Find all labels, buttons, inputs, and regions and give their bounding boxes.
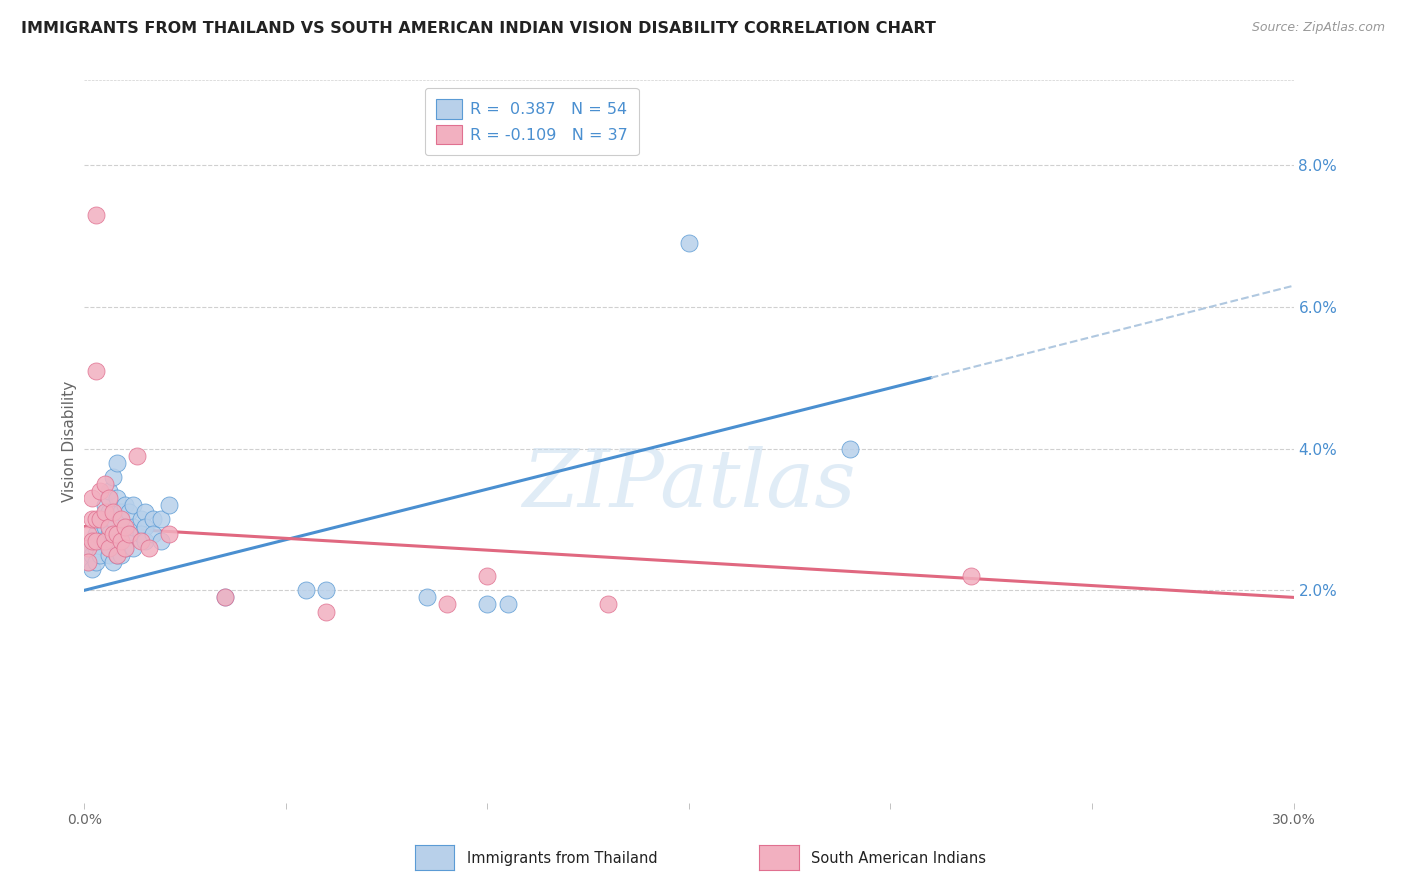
- Point: [114, 519, 136, 533]
- Point: [134, 519, 156, 533]
- Point: [436, 598, 458, 612]
- Point: [477, 598, 499, 612]
- Point: [82, 548, 104, 562]
- Point: [89, 512, 111, 526]
- Legend: R =  0.387   N = 54, R = -0.109   N = 37: R = 0.387 N = 54, R = -0.109 N = 37: [425, 88, 638, 155]
- Point: [110, 526, 132, 541]
- Point: [960, 569, 983, 583]
- Point: [598, 598, 620, 612]
- Point: [105, 456, 128, 470]
- Point: [134, 505, 156, 519]
- Point: [839, 442, 862, 456]
- Point: [86, 526, 108, 541]
- Point: [496, 598, 519, 612]
- Point: [134, 533, 156, 548]
- Point: [101, 512, 124, 526]
- Point: [86, 533, 108, 548]
- Point: [82, 512, 104, 526]
- Point: [82, 562, 104, 576]
- Point: [315, 583, 337, 598]
- Point: [118, 505, 141, 519]
- Point: [105, 491, 128, 506]
- Point: [118, 526, 141, 541]
- Point: [93, 498, 115, 512]
- Text: IMMIGRANTS FROM THAILAND VS SOUTH AMERICAN INDIAN VISION DISABILITY CORRELATION : IMMIGRANTS FROM THAILAND VS SOUTH AMERIC…: [21, 21, 936, 37]
- Point: [93, 505, 115, 519]
- Point: [149, 533, 172, 548]
- Text: ZIPatlas: ZIPatlas: [522, 446, 856, 524]
- Point: [110, 505, 132, 519]
- Point: [114, 541, 136, 555]
- Point: [89, 512, 111, 526]
- Text: South American Indians: South American Indians: [811, 851, 986, 865]
- Point: [82, 533, 104, 548]
- Point: [89, 533, 111, 548]
- Point: [121, 541, 143, 555]
- Point: [110, 512, 132, 526]
- Point: [86, 364, 108, 378]
- Point: [93, 533, 115, 548]
- Y-axis label: Vision Disability: Vision Disability: [62, 381, 77, 502]
- Point: [138, 541, 160, 555]
- Point: [86, 512, 108, 526]
- Point: [105, 548, 128, 562]
- Point: [129, 526, 152, 541]
- Point: [93, 519, 115, 533]
- Point: [77, 555, 100, 569]
- Point: [77, 555, 100, 569]
- Point: [142, 512, 165, 526]
- Point: [129, 512, 152, 526]
- Point: [97, 491, 120, 506]
- Point: [142, 526, 165, 541]
- Point: [97, 519, 120, 533]
- Point: [101, 526, 124, 541]
- Point: [97, 541, 120, 555]
- Point: [77, 526, 100, 541]
- Point: [214, 591, 236, 605]
- Point: [114, 541, 136, 555]
- Point: [678, 236, 700, 251]
- Point: [416, 591, 439, 605]
- Point: [214, 591, 236, 605]
- Point: [86, 541, 108, 555]
- Point: [101, 533, 124, 548]
- Text: Immigrants from Thailand: Immigrants from Thailand: [467, 851, 658, 865]
- Point: [105, 526, 128, 541]
- Point: [129, 533, 152, 548]
- Point: [157, 498, 180, 512]
- Point: [97, 526, 120, 541]
- Point: [149, 512, 172, 526]
- Point: [89, 484, 111, 499]
- Point: [121, 519, 143, 533]
- Point: [295, 583, 318, 598]
- Point: [86, 555, 108, 569]
- Point: [77, 541, 100, 555]
- Point: [101, 505, 124, 519]
- Point: [82, 491, 104, 506]
- Point: [118, 526, 141, 541]
- Point: [101, 555, 124, 569]
- Point: [114, 498, 136, 512]
- Point: [477, 569, 499, 583]
- Point: [97, 505, 120, 519]
- Point: [105, 548, 128, 562]
- Point: [105, 526, 128, 541]
- Point: [77, 541, 100, 555]
- Point: [93, 533, 115, 548]
- Point: [97, 484, 120, 499]
- Point: [89, 548, 111, 562]
- Point: [125, 449, 148, 463]
- Point: [121, 498, 143, 512]
- Point: [114, 519, 136, 533]
- Point: [93, 477, 115, 491]
- Point: [110, 533, 132, 548]
- Point: [97, 548, 120, 562]
- Point: [86, 208, 108, 222]
- Point: [110, 548, 132, 562]
- Point: [101, 470, 124, 484]
- Point: [315, 605, 337, 619]
- Point: [157, 526, 180, 541]
- Text: Source: ZipAtlas.com: Source: ZipAtlas.com: [1251, 21, 1385, 35]
